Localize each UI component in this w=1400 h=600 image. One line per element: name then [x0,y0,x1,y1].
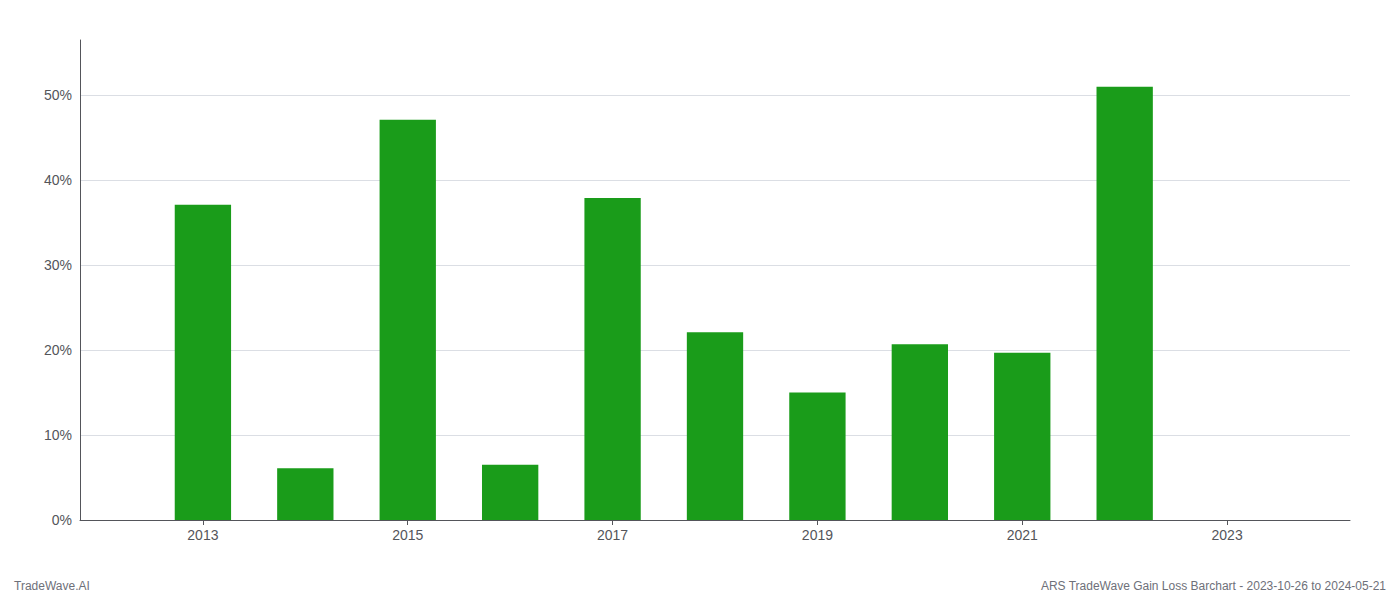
svg-text:20%: 20% [44,342,72,358]
svg-text:TradeWave.AI: TradeWave.AI [14,579,90,593]
svg-text:2023: 2023 [1212,527,1243,543]
svg-text:40%: 40% [44,172,72,188]
svg-text:0%: 0% [52,512,72,528]
svg-text:ARS TradeWave Gain Loss Barcha: ARS TradeWave Gain Loss Barchart - 2023-… [1041,579,1386,593]
svg-text:50%: 50% [44,87,72,103]
svg-text:2015: 2015 [392,527,423,543]
svg-text:10%: 10% [44,427,72,443]
svg-text:2021: 2021 [1007,527,1038,543]
svg-text:2017: 2017 [597,527,628,543]
svg-text:2013: 2013 [187,527,218,543]
svg-text:2019: 2019 [802,527,833,543]
svg-text:30%: 30% [44,257,72,273]
